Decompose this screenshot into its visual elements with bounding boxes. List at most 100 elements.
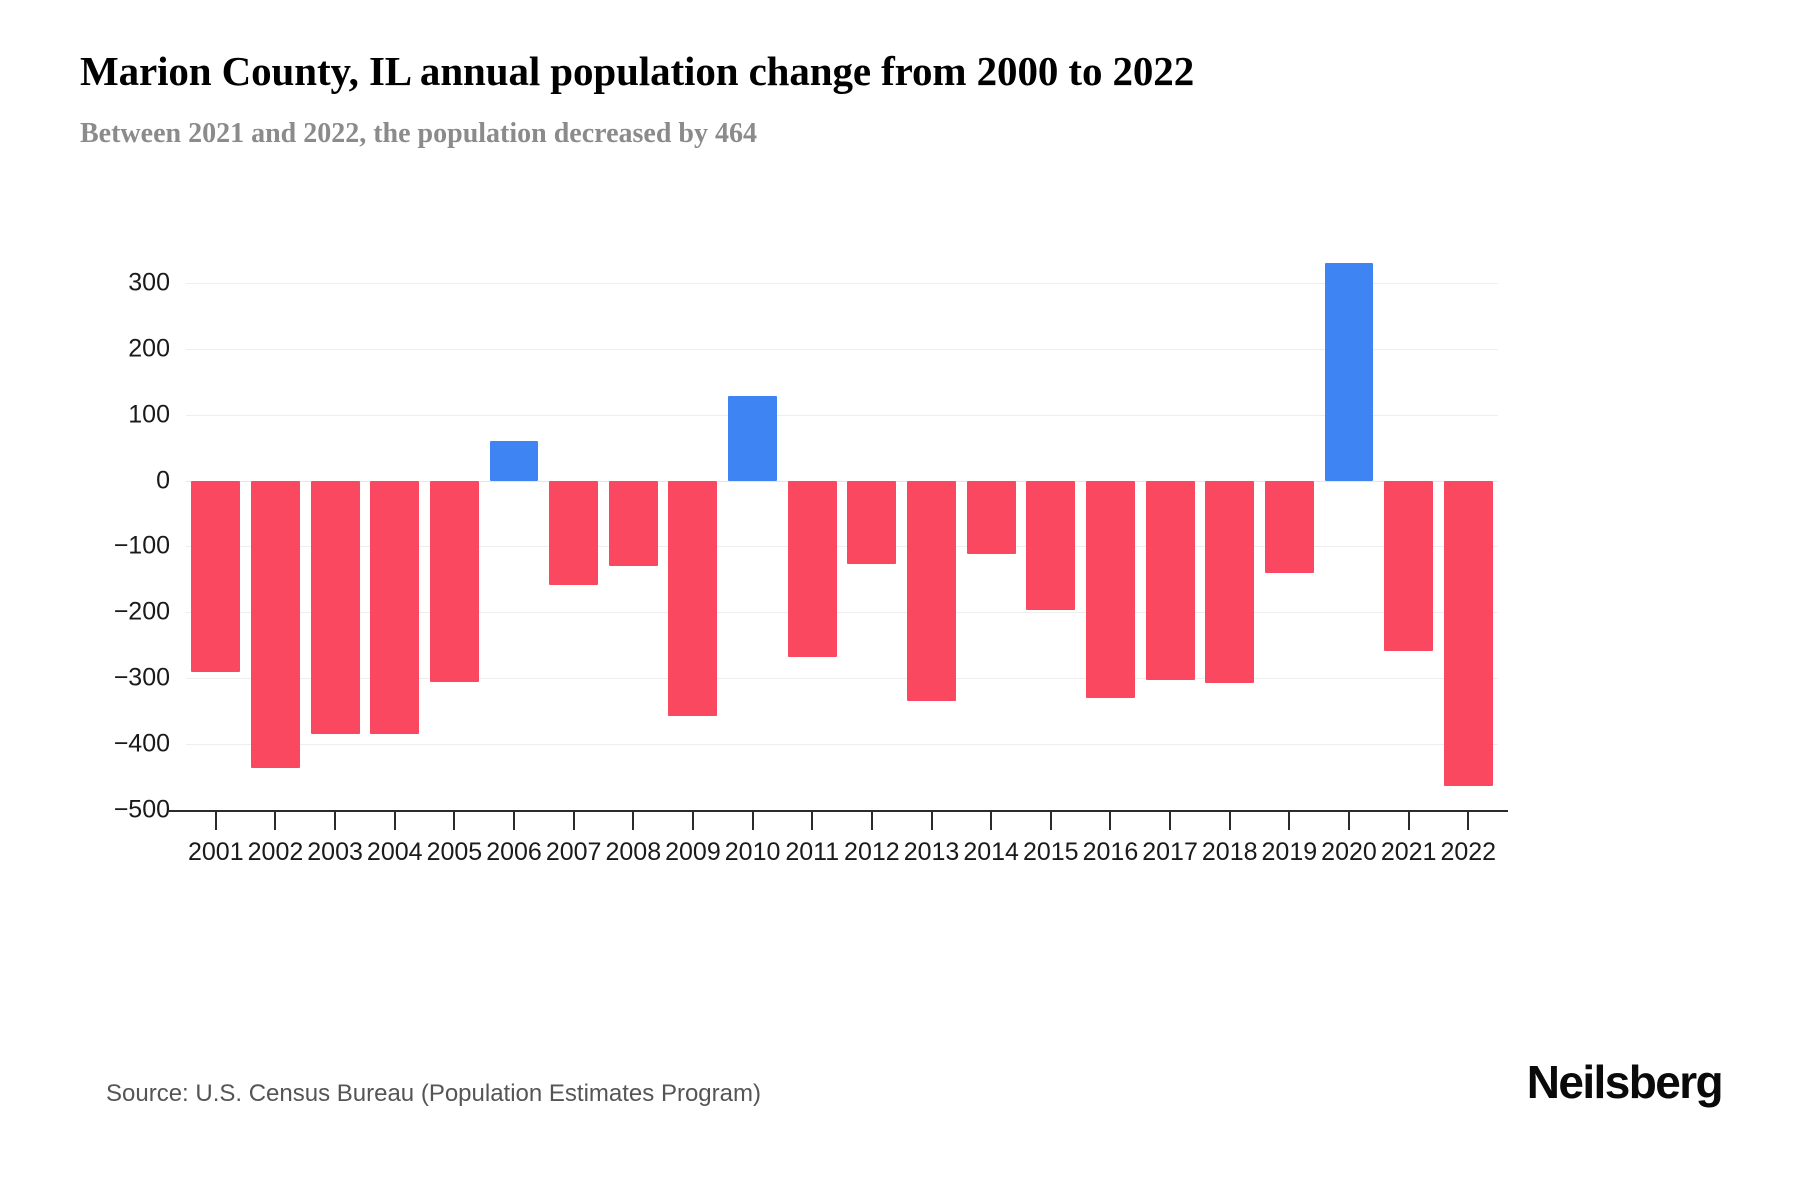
bar-slot [246,250,306,810]
bar-2005[interactable] [429,480,479,683]
bar-2011[interactable] [787,480,837,658]
bar-slot [1438,250,1498,810]
bar-2004[interactable] [370,480,420,735]
bar-slot [425,250,485,810]
x-axis-tick-label: 2022 [1440,838,1497,866]
bar-2007[interactable] [549,480,599,586]
bar-2022[interactable] [1443,480,1493,787]
bar-slot [484,250,544,810]
bar-2014[interactable] [966,480,1016,555]
bar-slot [723,250,783,810]
x-tick [1081,812,1141,830]
x-tick [902,812,962,830]
x-axis-tick-label: 2007 [545,838,602,866]
gridline [186,546,1498,548]
bar-2013[interactable] [907,480,956,701]
tick-mark [990,812,993,830]
x-tick [1200,812,1260,830]
x-tick [544,812,604,830]
bar-2010[interactable] [728,396,778,481]
bar-2012[interactable] [847,480,897,565]
x-tick [842,812,902,830]
x-tick [484,812,544,830]
plot-area: 300 200 100 0 −100 −200 −300 −400 −500 2001 2002 2… [0,250,1800,950]
bar-slot [1319,250,1379,810]
source-note: Source: U.S. Census Bureau (Population E… [106,1080,761,1107]
gridline [186,612,1498,614]
tick-mark [632,812,635,830]
x-axis-tick-label: 2013 [903,838,960,866]
bar-slot [305,250,365,810]
x-tick [723,812,783,830]
x-tick [246,812,306,830]
bar-2002[interactable] [251,480,300,769]
x-tick [663,812,723,830]
x-axis-tick-label: 2006 [486,838,542,866]
x-axis-labels: 2001 2002 2003 2004 2005 2006 2007 2008 2009 2010… [186,838,1498,878]
tick-mark [1169,812,1172,830]
gridline [186,348,1498,350]
y-axis: 300 200 100 0 −100 −200 −300 −400 −500 [95,250,170,823]
bar-slot [1260,250,1320,810]
x-axis-tick-label: 2012 [844,838,900,866]
gridline [186,282,1498,284]
y-axis-tick-label: 0 [156,466,170,495]
x-axis-tick-label: 2014 [963,838,1019,866]
gridline [186,678,1498,680]
gridline [186,480,1498,482]
x-tick [425,812,485,830]
tick-mark [751,812,754,830]
bar-2006[interactable] [489,441,539,481]
x-tick [365,812,425,830]
bar-2003[interactable] [310,480,360,734]
tick-mark [513,812,516,830]
bar-2015[interactable] [1026,480,1076,610]
bar-2021[interactable] [1384,480,1434,652]
tick-mark [393,812,396,830]
x-tick [1319,812,1379,830]
x-axis-tick-label: 2004 [366,838,423,866]
bar-slot [961,250,1021,810]
tick-mark [811,812,814,830]
bar-2017[interactable] [1145,480,1195,680]
bar-slot [782,250,842,810]
x-axis-tick-label: 2011 [785,838,840,866]
bar-slot [1021,250,1081,810]
y-axis-tick-label: −100 [113,531,170,560]
x-axis-tick-label: 2015 [1022,838,1079,866]
x-axis-line [168,810,1508,812]
bar-slot [1200,250,1260,810]
bar-2019[interactable] [1264,480,1314,574]
x-axis-tick-label: 2001 [188,838,244,866]
bar-slot [603,250,663,810]
x-axis-tick-label: 2018 [1201,838,1258,866]
tick-mark [1288,812,1291,830]
y-axis-tick-label: 100 [128,400,170,429]
tick-mark [334,812,337,830]
x-tick [1379,812,1439,830]
x-tick [1021,812,1081,830]
bar-slot [186,250,246,810]
x-tick [1438,812,1498,830]
bar-slot [1140,250,1200,810]
x-axis-tick-label: 2005 [426,838,483,866]
bar-series [186,250,1498,810]
x-axis-tick-label: 2002 [247,838,304,866]
x-axis-tick-label: 2019 [1261,838,1318,866]
y-axis-tick-label: −500 [113,795,170,824]
bar-2016[interactable] [1085,480,1135,698]
bar-2008[interactable] [608,480,658,567]
y-axis-tick-label: −300 [113,663,170,692]
bar-2018[interactable] [1205,480,1255,683]
bar-2020[interactable] [1324,263,1374,481]
bar-slot [1379,250,1439,810]
gridline [186,744,1498,746]
x-axis-tick-label: 2003 [307,838,363,866]
y-axis-tick-label: 200 [128,334,170,363]
tick-mark [214,812,217,830]
bar-2001[interactable] [191,480,241,673]
tick-mark [691,812,694,830]
bar-2009[interactable] [668,480,718,716]
tick-mark [1467,812,1470,830]
